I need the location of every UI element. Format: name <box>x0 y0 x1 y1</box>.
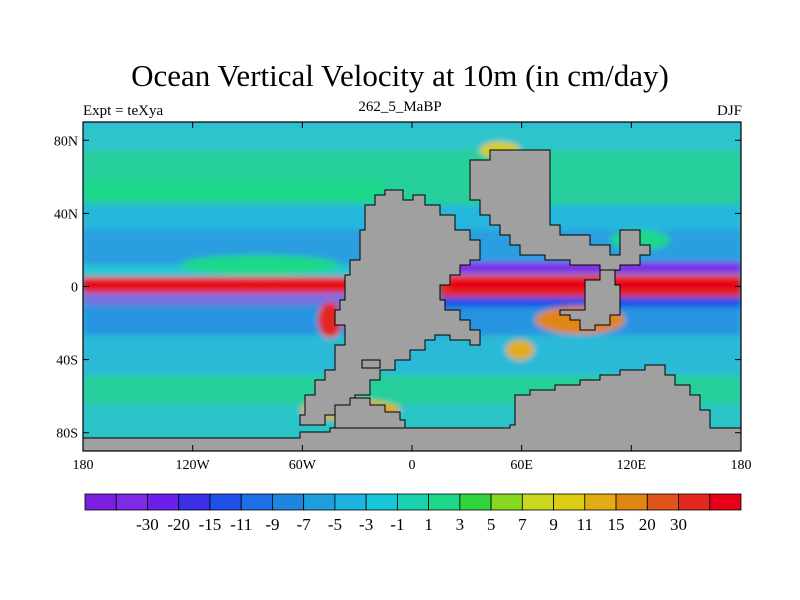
colorbar-swatch <box>709 493 742 511</box>
colorbar-swatch <box>678 493 711 511</box>
landmass-island <box>361 359 381 369</box>
colorbar-swatch <box>396 493 430 511</box>
axis-tick-labels: 180 120W 60W 0 60E 120E 180 80N 40N 0 40S 80S <box>54 134 752 473</box>
colorbar-label: -15 <box>199 515 222 534</box>
colorbar-label: 9 <box>549 515 558 534</box>
colorbar-label: -1 <box>390 515 404 534</box>
colorbar-label: 30 <box>670 515 687 534</box>
colorbar-label: -5 <box>328 515 342 534</box>
colorbar-label: 15 <box>608 515 625 534</box>
y-tick-label: 80S <box>56 427 78 442</box>
colorbar-swatch <box>615 493 648 511</box>
colorbar-label: -30 <box>136 515 159 534</box>
x-tick-label: 120E <box>617 458 647 473</box>
landmass-antarctic-peninsula <box>334 397 406 429</box>
colorbar-label: -9 <box>265 515 279 534</box>
landmass-america-africa <box>299 189 481 426</box>
x-tick-label: 0 <box>409 458 416 473</box>
colorbar-swatch <box>365 493 398 511</box>
colorbar-label: 3 <box>456 515 465 534</box>
colorbar-label: 20 <box>639 515 656 534</box>
x-tick-label: 180 <box>73 458 94 473</box>
colorbar-swatch <box>646 493 679 511</box>
colorbar-swatch <box>303 493 336 511</box>
landmass-antarctica <box>83 364 741 451</box>
season-label: DJF <box>716 103 742 119</box>
colorbar-swatch <box>240 493 273 511</box>
colorbar-swatch <box>115 493 148 511</box>
colorbar-label: -11 <box>230 515 252 534</box>
colorbar-label: 1 <box>424 515 433 534</box>
landmass-asia <box>469 149 651 271</box>
colorbar-label: -3 <box>359 515 373 534</box>
colorbar-swatch <box>147 493 180 511</box>
colorbar-swatch <box>584 493 617 511</box>
x-tick-label: 120W <box>176 458 211 473</box>
land-masses <box>83 149 741 451</box>
colorbar: -30 -20 -15 -11 -9 -7 -5 -3 -1 1 3 5 7 9 11 15 20 30 <box>84 493 742 534</box>
colorbar-swatch <box>459 493 492 511</box>
colorbar-swatch <box>490 493 523 511</box>
x-tick-label: 60W <box>289 458 317 473</box>
colorbar-swatch <box>428 493 461 511</box>
colorbar-swatch <box>521 493 554 511</box>
colorbar-swatch <box>84 493 117 511</box>
y-tick-label: 80N <box>54 134 78 149</box>
colorbar-label: -7 <box>297 515 312 534</box>
colorbar-label: 11 <box>577 515 593 534</box>
y-tick-label: 0 <box>71 281 78 296</box>
colorbar-label: -20 <box>167 515 190 534</box>
colorbar-swatch <box>178 493 211 511</box>
colorbar-label: 7 <box>518 515 527 534</box>
experiment-label: Expt = teXya <box>83 103 164 119</box>
x-tick-label: 60E <box>510 458 533 473</box>
chart-title: Ocean Vertical Velocity at 10m (in cm/da… <box>131 58 669 93</box>
colorbar-label: 5 <box>487 515 496 534</box>
landmass-australia <box>559 269 621 331</box>
x-tick-label: 180 <box>731 458 752 473</box>
axis-ticks <box>82 122 742 451</box>
y-tick-label: 40S <box>56 354 78 369</box>
colorbar-swatch <box>553 493 586 511</box>
colorbar-swatch <box>209 493 242 511</box>
y-tick-label: 40N <box>54 207 78 222</box>
colorbar-swatch <box>334 493 367 511</box>
colorbar-swatch <box>272 493 305 511</box>
time-label: 262_5_MaBP <box>358 99 442 115</box>
map-plot-area <box>83 122 741 451</box>
